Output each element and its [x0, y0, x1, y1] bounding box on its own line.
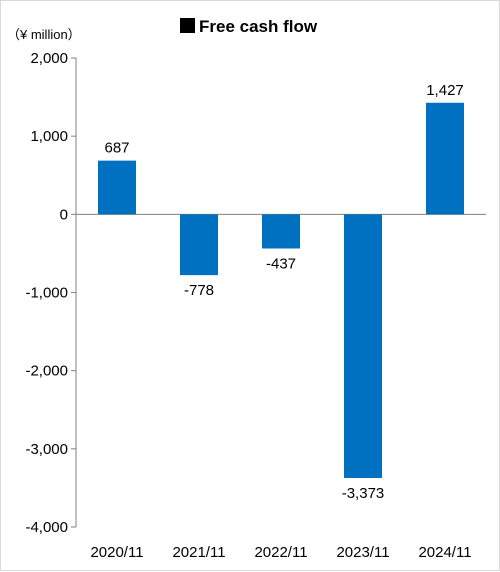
x-tick-label: 2023/11: [336, 544, 389, 561]
data-label: 1,427: [426, 82, 464, 99]
data-label: -3,373: [342, 485, 385, 502]
y-tick-label: -3,000: [25, 441, 68, 458]
x-tick-label: 2022/11: [254, 544, 307, 561]
y-tick-label: -1,000: [25, 285, 68, 302]
data-label: -778: [184, 282, 214, 299]
y-tick-label: 1,000: [30, 128, 68, 145]
bar: [426, 102, 464, 215]
labels: 687 2020/11 -778 2021/11 -437 2022/11 -3,373 20…: [90, 82, 471, 561]
data-label: 687: [104, 140, 129, 157]
bars: [98, 102, 464, 478]
bar: [262, 214, 300, 249]
axes: 2,000 1,000 0 -1,000 -2,000 -3,000 -4,000: [25, 50, 486, 536]
chart-title: Free cash flow: [199, 17, 318, 36]
y-tick-label: -4,000: [25, 519, 68, 536]
bar: [98, 160, 136, 215]
y-tick-label: 0: [60, 206, 68, 223]
data-label: -437: [266, 255, 296, 272]
y-tick-label: -2,000: [25, 363, 68, 380]
bar: [344, 214, 382, 478]
legend-marker: [180, 18, 195, 33]
x-tick-label: 2024/11: [418, 544, 471, 561]
x-tick-label: 2020/11: [90, 544, 143, 561]
x-tick-label: 2021/11: [172, 544, 225, 561]
bar: [180, 214, 218, 276]
y-tick-label: 2,000: [30, 50, 68, 67]
unit-label: （¥ million）: [7, 27, 81, 42]
